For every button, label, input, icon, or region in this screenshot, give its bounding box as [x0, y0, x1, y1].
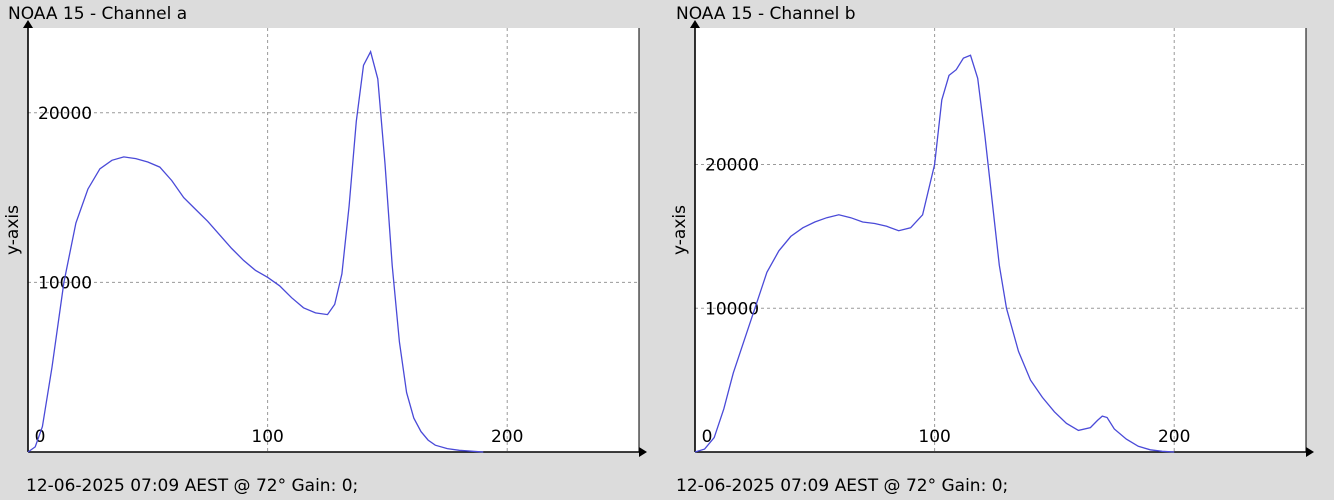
y-axis-arrow — [690, 20, 700, 28]
x-tick-label: 200 — [491, 427, 523, 447]
y-tick-label: 20000 — [38, 104, 92, 124]
x-tick-label: 200 — [1158, 427, 1190, 447]
x-tick-label: 100 — [251, 427, 283, 447]
series-line — [27, 49, 484, 453]
series-line — [694, 54, 1175, 453]
chart-panel-a: NOAA 15 - Channel a 0 100 200 10000 20000 y-a… — [3, 4, 647, 496]
chart-plot-b: 0 100 200 10000 20000 y-axis — [670, 20, 1314, 457]
chart-panel-b: NOAA 15 - Channel b 0 100 200 10000 20000 y-a… — [667, 0, 1334, 500]
y-tick-label: 20000 — [705, 156, 759, 176]
x-tick-label: 0 — [35, 427, 46, 447]
x-tick-label: 0 — [702, 427, 713, 447]
x-axis-arrow — [1306, 447, 1314, 457]
chart-footer: 12-06-2025 07:09 AEST @ 72° Gain: 0; — [26, 476, 359, 496]
plot-area — [28, 28, 639, 452]
y-tick-label: 10000 — [705, 299, 759, 319]
chart-title: NOAA 15 - Channel b — [676, 4, 856, 24]
chart-title: NOAA 15 - Channel a — [8, 4, 188, 24]
plot-area — [695, 28, 1306, 452]
x-axis-arrow — [639, 447, 647, 457]
chart-plot-a: 0 100 200 10000 20000 y-axis — [3, 20, 647, 457]
y-tick-label: 10000 — [38, 273, 92, 293]
y-axis-arrow — [23, 20, 33, 28]
chart-footer: 12-06-2025 07:09 AEST @ 72° Gain: 0; — [676, 476, 1009, 496]
y-axis-label: y-axis — [3, 205, 23, 255]
y-axis-label: y-axis — [670, 205, 690, 255]
x-tick-label: 100 — [918, 427, 950, 447]
